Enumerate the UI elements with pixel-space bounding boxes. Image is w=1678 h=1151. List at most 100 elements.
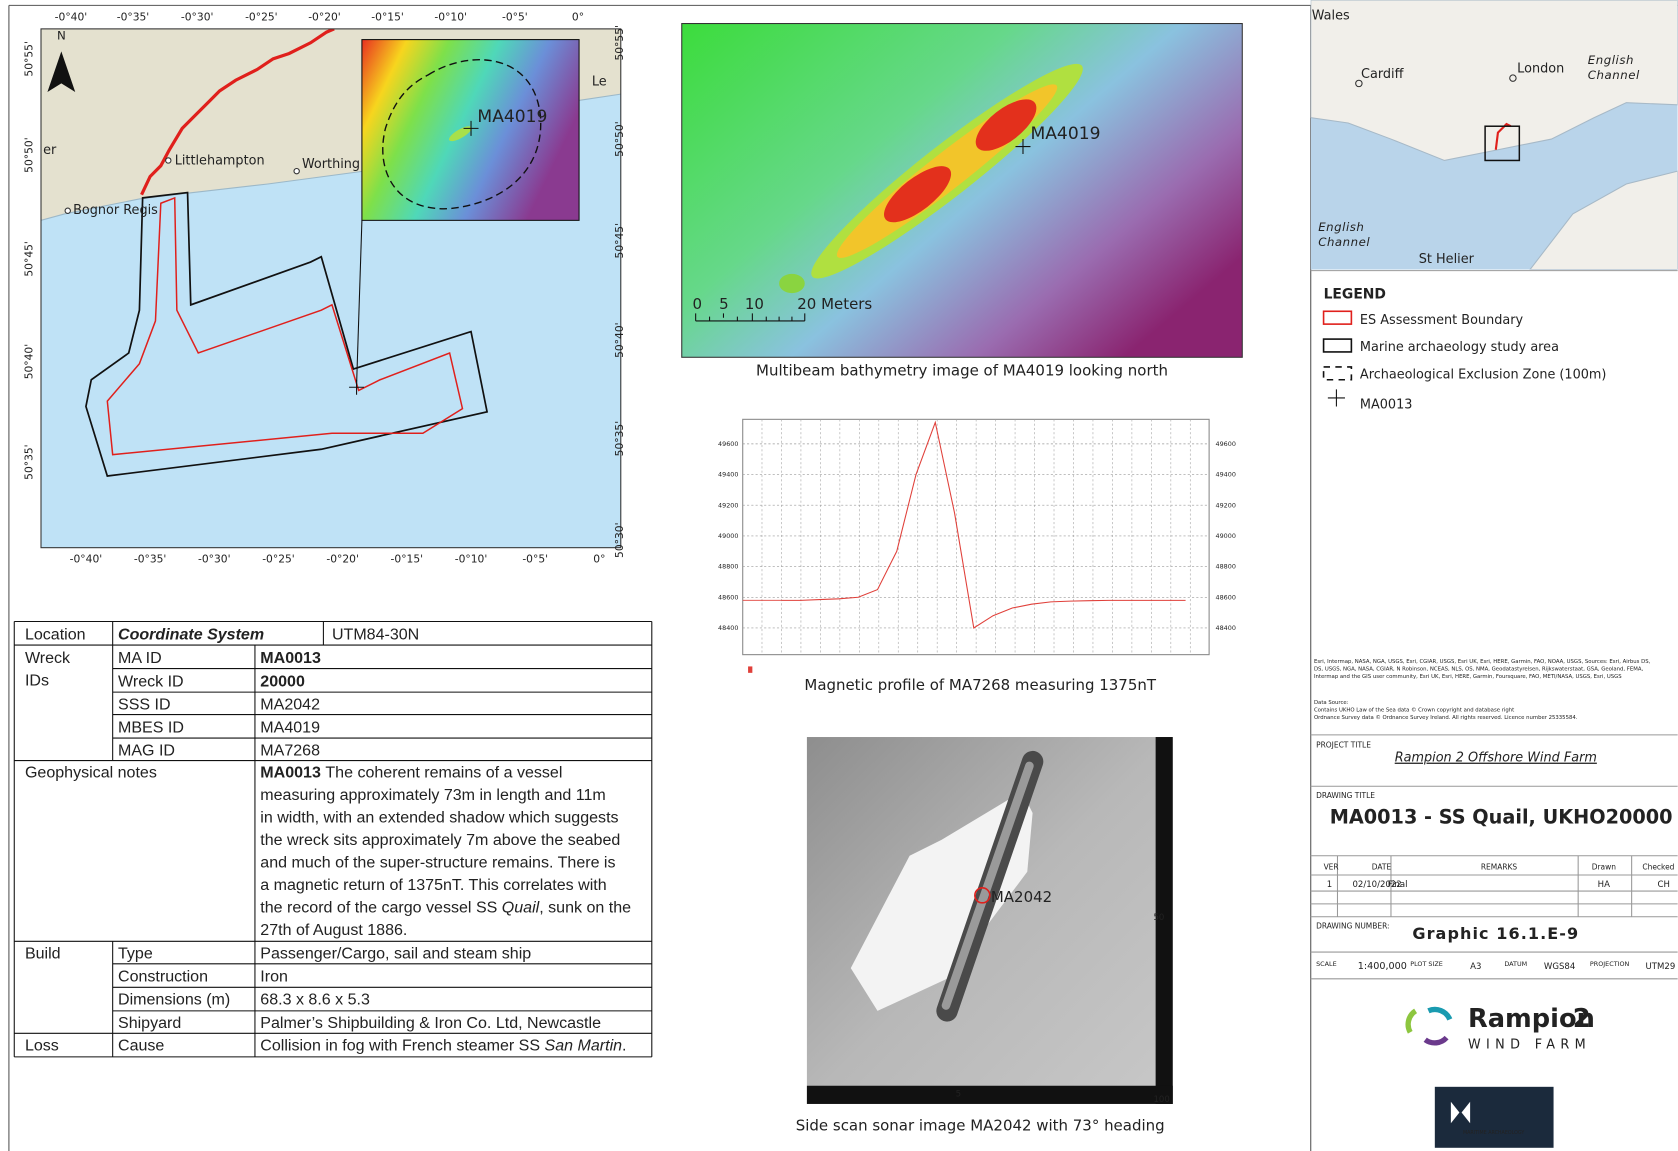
- lat-label: 50°50': [22, 137, 35, 172]
- revision-header: DATE: [1372, 863, 1392, 872]
- table-cell: MAG ID: [118, 742, 175, 760]
- note-text: in width, with an extended shadow which …: [260, 809, 618, 827]
- lon-label: -0°25': [262, 553, 295, 566]
- profile-line: [781, 420, 1186, 629]
- table-cell: Loss: [25, 1036, 59, 1054]
- table-cell: measuring approximately 73m in length an…: [260, 786, 605, 804]
- y-tick-label: 49000: [1216, 532, 1236, 540]
- place-label: Cardiff: [1361, 67, 1405, 82]
- lon-label: -0°30': [181, 10, 214, 23]
- lon-label: -0°25': [245, 10, 278, 23]
- map-border: [40, 28, 622, 549]
- table-cell: in width, with an extended shadow which …: [260, 809, 618, 827]
- bathymetry-image: [681, 22, 1243, 358]
- legend-title: LEGEND: [1324, 286, 1386, 302]
- revision-header: VER: [1324, 863, 1339, 872]
- scale-label: 5: [719, 295, 729, 313]
- drawing-title: MA0013 - SS Quail, UKHO20000: [1330, 806, 1673, 829]
- table-cell: MBES ID: [118, 719, 184, 737]
- table-cell: Wreck: [25, 649, 71, 667]
- overview-map: [1310, 0, 1678, 270]
- feature-label: MA4019: [1030, 124, 1100, 144]
- lat-label: 50°45': [613, 223, 626, 258]
- table-cell: MA0013 The coherent remains of a vessel: [260, 764, 562, 782]
- table-cell: Type: [118, 944, 153, 962]
- scale-cell: PLOT SIZE: [1410, 960, 1443, 968]
- revision-header: Checked: [1642, 863, 1674, 872]
- note-text: Quail: [502, 898, 540, 916]
- lon-label: -0°15': [371, 10, 404, 23]
- lon-label: -0°5': [522, 553, 548, 566]
- table-cell: Wreck ID: [118, 672, 184, 690]
- attribution: Ordnance Survey data © Ordnance Survey I…: [1314, 714, 1578, 721]
- place-label: St Helier: [1419, 252, 1475, 267]
- table-cell: MA7268: [260, 742, 320, 760]
- revision-header: Drawn: [1592, 863, 1617, 872]
- note-text: the wreck sits approximately 7m above th…: [260, 831, 620, 849]
- rampion-icon: [1405, 1006, 1453, 1046]
- drawing-number: Graphic 16.1.E-9: [1412, 924, 1579, 943]
- block-label: DRAWING TITLE: [1316, 791, 1375, 800]
- table-cell: 20000: [260, 672, 305, 690]
- table-cell: MA0013: [260, 649, 321, 667]
- note-text: 27th of August 1886.: [260, 921, 407, 939]
- scale-cell: PROJECTION: [1590, 960, 1630, 968]
- table-cell: SSS ID: [118, 695, 171, 713]
- note-text: a magnetic return of 1375nT. This correl…: [260, 876, 606, 894]
- table-cell: Dimensions (m): [118, 991, 230, 1009]
- sonar-image: [806, 737, 1173, 1104]
- table-cell: the record of the cargo vessel SS Quail,…: [260, 898, 631, 916]
- revision-cell: Final: [1388, 880, 1408, 890]
- y-tick-label: 49200: [1216, 501, 1236, 509]
- y-tick-label: 49600: [1216, 440, 1236, 448]
- wreck-table: Location Coordinate System UTM84-30N Wreck I…: [13, 620, 653, 1058]
- y-tick-label: 48800: [1216, 563, 1236, 571]
- y-tick-label: 48400: [718, 624, 738, 632]
- y-tick-label: 49400: [718, 471, 738, 479]
- lon-label: -0°40': [55, 10, 88, 23]
- y-tick-label: 49400: [1216, 471, 1236, 479]
- y-tick-label: 48600: [1216, 593, 1236, 601]
- attribution: DS, USGS, NGA, NASA, CGIAR, N Robinson, …: [1314, 667, 1644, 673]
- y-tick-label: 48400: [1216, 624, 1236, 632]
- lat-label: 50°50': [613, 121, 626, 156]
- legend-swatch: [748, 666, 753, 673]
- table-cell: Collision in fog with French steamer SS …: [260, 1036, 626, 1054]
- table-cell: Coordinate System: [118, 626, 264, 644]
- lat-label: 50°55': [613, 25, 626, 60]
- scale-cell: 1:400,000: [1358, 961, 1407, 972]
- table-cell: a magnetic return of 1375nT. This correl…: [260, 876, 606, 894]
- town-dot: [165, 157, 172, 164]
- feature-label: MA2042: [991, 888, 1052, 906]
- scale-label: 100: [1153, 1095, 1169, 1105]
- table-cell: and much of the super-structure remains.…: [260, 854, 615, 872]
- maker-name: MARITIME ARCHAEOLOGY: [1463, 1130, 1524, 1136]
- table-cell: 68.3 x 8.6 x 5.3: [260, 991, 370, 1009]
- y-tick-label: 49600: [718, 440, 738, 448]
- table-cell: MA ID: [118, 649, 162, 667]
- scale-cell: WGS84: [1544, 962, 1575, 972]
- legend-item: ES Assessment Boundary: [1360, 313, 1524, 328]
- lat-label: 50°40': [22, 344, 35, 379]
- note-text: , sunk on the: [539, 898, 631, 916]
- sea-label: English: [1318, 220, 1364, 234]
- caption: Magnetic profile of MA7268 measuring 137…: [804, 676, 1156, 694]
- table-cell: Construction: [118, 968, 208, 986]
- place-label: Le: [592, 75, 607, 90]
- block-label: PROJECT TITLE: [1316, 741, 1371, 750]
- place-label: Worthing: [302, 157, 360, 172]
- scale-cell: UTM29: [1646, 962, 1676, 972]
- table-cell: IDs: [25, 672, 49, 690]
- lat-label: 50°35': [613, 421, 626, 456]
- place-label: Bognor Regis: [73, 203, 158, 218]
- north-label: N: [57, 29, 66, 43]
- note-id: MA0013: [260, 764, 321, 782]
- place-label: er: [43, 143, 57, 158]
- inset-label: MA4019: [477, 107, 547, 127]
- note-text: and much of the super-structure remains.…: [260, 854, 615, 872]
- location-map: [41, 28, 621, 548]
- lon-label: -0°40': [70, 553, 103, 566]
- legend-item: MA0013: [1360, 398, 1413, 413]
